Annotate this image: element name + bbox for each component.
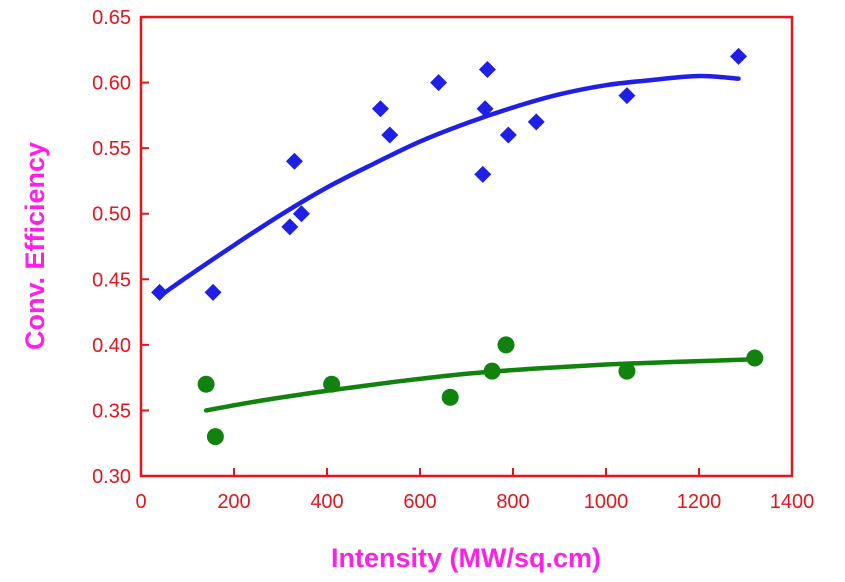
x-axis-ticks: 0 200 400 600 800 1000 1200 1400 — [135, 468, 814, 513]
plot-area — [139, 15, 794, 478]
y-tick-label: 0.55 — [92, 138, 131, 160]
trendline-series-1 — [157, 73, 741, 299]
data-point-diamond — [285, 152, 303, 170]
y-tick-label: 0.40 — [92, 335, 131, 357]
y-tick-label: 0.30 — [92, 466, 131, 488]
x-tick-label: 1400 — [770, 491, 815, 513]
data-point-circle — [618, 362, 636, 380]
data-point-diamond — [371, 100, 389, 118]
x-tick-label: 1200 — [677, 491, 722, 513]
data-point-diamond — [430, 74, 448, 92]
y-axis-title: Conv. Efficiency — [20, 142, 50, 350]
data-point-diamond — [478, 60, 496, 78]
data-point-diamond — [204, 283, 222, 301]
data-point-circle — [441, 388, 459, 406]
data-point-circle — [197, 375, 215, 393]
data-point-diamond — [527, 113, 545, 131]
y-tick-label: 0.45 — [92, 269, 131, 291]
data-points — [151, 47, 764, 446]
x-tick-label: 800 — [496, 491, 529, 513]
y-tick-label: 0.35 — [92, 400, 131, 422]
y-tick-label: 0.50 — [92, 204, 131, 226]
x-axis-title: Intensity (MW/sq.cm) — [331, 543, 601, 573]
data-point-diamond — [499, 126, 517, 144]
x-tick-label: 400 — [310, 491, 343, 513]
data-point-diamond — [381, 126, 399, 144]
data-point-diamond — [730, 47, 748, 65]
data-point-circle — [323, 375, 341, 393]
y-tick-label: 0.65 — [92, 7, 131, 29]
data-point-diamond — [151, 283, 169, 301]
data-point-circle — [206, 428, 224, 446]
data-point-diamond — [292, 205, 310, 223]
x-tick-label: 1000 — [584, 491, 629, 513]
data-point-circle — [497, 336, 515, 354]
data-point-diamond — [618, 87, 636, 105]
y-tick-label: 0.60 — [92, 73, 131, 95]
data-point-circle — [483, 362, 501, 380]
data-point-diamond — [476, 100, 494, 118]
x-tick-label: 600 — [403, 491, 436, 513]
data-point-diamond — [474, 165, 492, 183]
trendlines — [157, 73, 758, 413]
data-point-diamond — [281, 218, 299, 236]
trendline-series-2 — [203, 357, 758, 413]
data-point-circle — [746, 349, 764, 367]
x-tick-label: 0 — [135, 491, 146, 513]
y-axis-ticks: 0.30 0.35 0.40 0.45 0.50 0.55 0.60 0.65 — [92, 7, 149, 488]
x-tick-label: 200 — [217, 491, 250, 513]
